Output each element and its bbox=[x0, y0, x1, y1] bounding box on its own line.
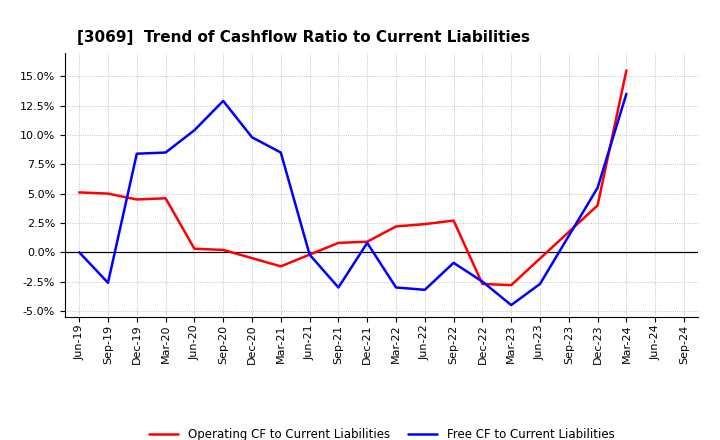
Free CF to Current Liabilities bbox=[363, 240, 372, 246]
Text: [3069]  Trend of Cashflow Ratio to Current Liabilities: [3069] Trend of Cashflow Ratio to Curren… bbox=[78, 29, 531, 45]
Free CF to Current Liabilities bbox=[75, 249, 84, 255]
Free CF to Current Liabilities bbox=[334, 285, 343, 290]
Operating CF to Current Liabilities bbox=[392, 224, 400, 229]
Free CF to Current Liabilities bbox=[478, 279, 487, 284]
Operating CF to Current Liabilities bbox=[104, 191, 112, 196]
Free CF to Current Liabilities bbox=[449, 260, 458, 265]
Free CF to Current Liabilities bbox=[420, 287, 429, 293]
Operating CF to Current Liabilities bbox=[190, 246, 199, 251]
Operating CF to Current Liabilities bbox=[276, 264, 285, 269]
Free CF to Current Liabilities bbox=[536, 281, 544, 286]
Free CF to Current Liabilities bbox=[392, 285, 400, 290]
Free CF to Current Liabilities bbox=[248, 135, 256, 140]
Operating CF to Current Liabilities bbox=[334, 240, 343, 246]
Line: Operating CF to Current Liabilities: Operating CF to Current Liabilities bbox=[79, 70, 626, 285]
Free CF to Current Liabilities bbox=[161, 150, 170, 155]
Free CF to Current Liabilities bbox=[593, 185, 602, 191]
Operating CF to Current Liabilities bbox=[622, 68, 631, 73]
Operating CF to Current Liabilities bbox=[593, 203, 602, 208]
Operating CF to Current Liabilities bbox=[507, 282, 516, 288]
Operating CF to Current Liabilities bbox=[363, 239, 372, 244]
Operating CF to Current Liabilities bbox=[161, 196, 170, 201]
Free CF to Current Liabilities bbox=[219, 98, 228, 103]
Operating CF to Current Liabilities bbox=[248, 256, 256, 261]
Operating CF to Current Liabilities bbox=[75, 190, 84, 195]
Operating CF to Current Liabilities bbox=[219, 247, 228, 253]
Legend: Operating CF to Current Liabilities, Free CF to Current Liabilities: Operating CF to Current Liabilities, Fre… bbox=[144, 423, 619, 440]
Operating CF to Current Liabilities bbox=[132, 197, 141, 202]
Operating CF to Current Liabilities bbox=[478, 281, 487, 286]
Operating CF to Current Liabilities bbox=[449, 218, 458, 223]
Free CF to Current Liabilities bbox=[507, 302, 516, 308]
Free CF to Current Liabilities bbox=[104, 280, 112, 286]
Operating CF to Current Liabilities bbox=[305, 252, 314, 257]
Free CF to Current Liabilities bbox=[190, 128, 199, 133]
Free CF to Current Liabilities bbox=[276, 150, 285, 155]
Line: Free CF to Current Liabilities: Free CF to Current Liabilities bbox=[79, 94, 626, 305]
Free CF to Current Liabilities bbox=[132, 151, 141, 156]
Free CF to Current Liabilities bbox=[622, 91, 631, 96]
Operating CF to Current Liabilities bbox=[420, 221, 429, 227]
Free CF to Current Liabilities bbox=[305, 252, 314, 257]
